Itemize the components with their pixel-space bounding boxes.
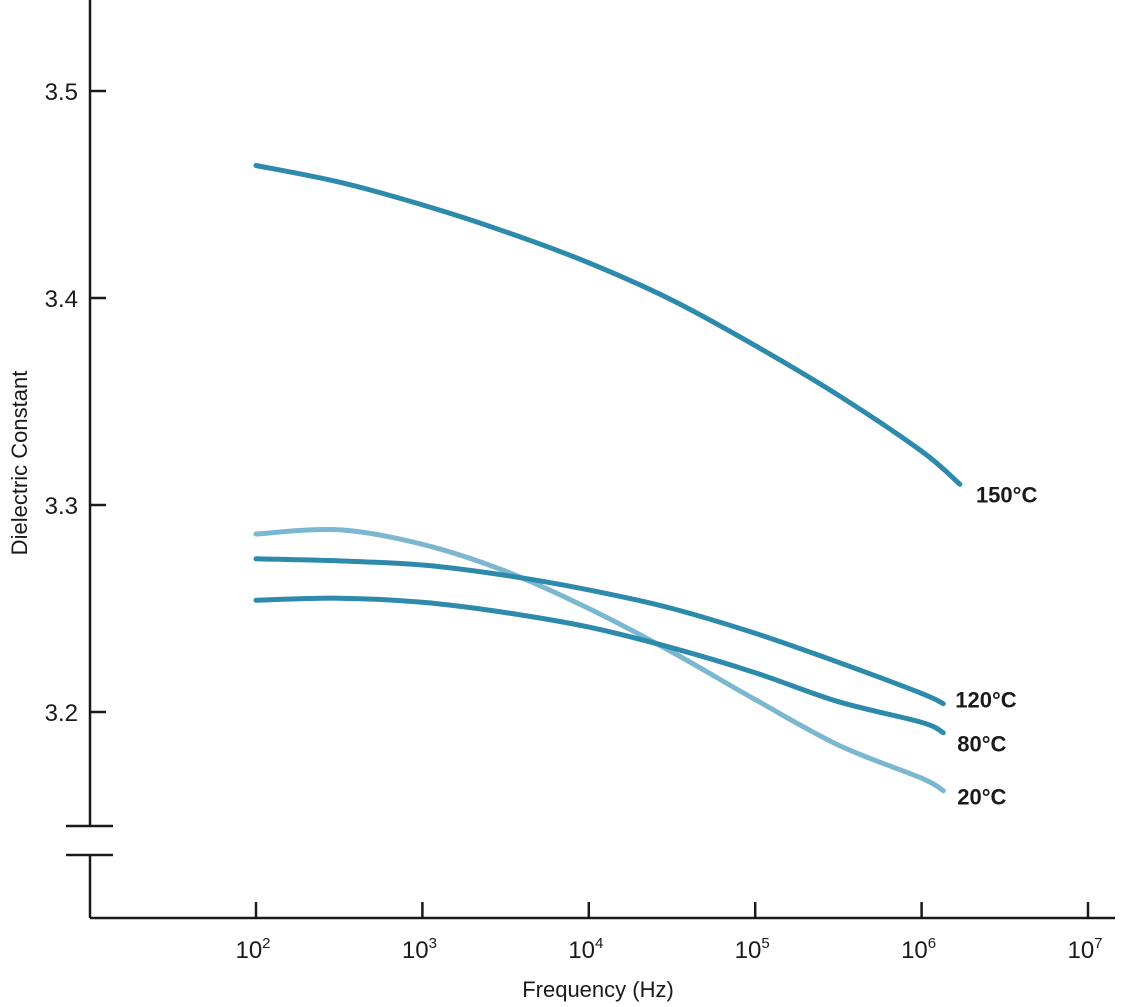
series-line-80c (253, 595, 946, 736)
y-tick-label: 3.5 (45, 79, 78, 106)
x-tick-label: 102 (235, 935, 270, 964)
x-axis-title: Frequency (Hz) (522, 977, 674, 1002)
series-line-150c (253, 163, 963, 487)
labels-group: 20°C 80°C 120°C 150°C (955, 482, 1037, 809)
y-axis-title: Dielectric Constant (7, 371, 32, 556)
x-tick-label: 106 (901, 935, 936, 964)
y-tick-label: 3.2 (45, 700, 78, 727)
x-tick-label: 107 (1067, 935, 1102, 964)
series-line-120c (253, 556, 946, 707)
series-label-20c: 20°C (957, 785, 1006, 810)
series-label-120c: 120°C (955, 688, 1017, 713)
series-label-150c: 150°C (976, 482, 1038, 507)
x-tick-label: 103 (402, 935, 437, 964)
y-tick-label: 3.3 (45, 493, 78, 520)
series-label-80c: 80°C (957, 732, 1006, 757)
x-tick-label: 105 (735, 935, 770, 964)
axes: 3.2 3.3 3.4 3.5 102 103 104 105 106 107 Frequency … (7, 0, 1115, 1002)
series-group (253, 163, 963, 794)
x-tick-label: 104 (568, 935, 603, 964)
y-tick-label: 3.4 (45, 286, 78, 313)
series-line-20c (253, 526, 946, 794)
